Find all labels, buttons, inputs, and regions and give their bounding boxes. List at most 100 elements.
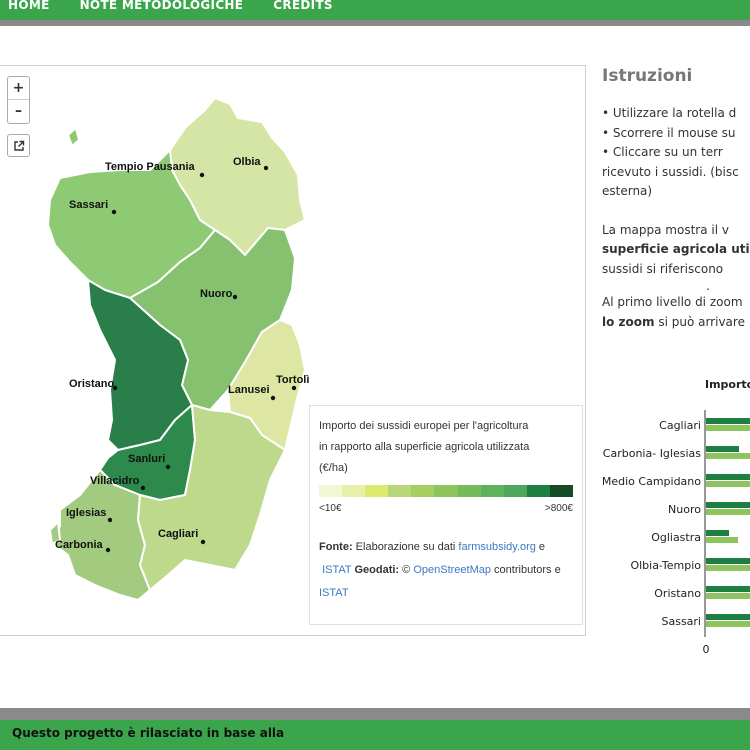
nav-credits[interactable]: CREDITS <box>273 0 333 12</box>
bar-primary[interactable] <box>706 530 729 536</box>
instruction-bullet-3: • Cliccare su un terr <box>602 145 723 159</box>
category-label: Nuoro <box>668 503 701 516</box>
legend-swatch-7 <box>480 485 504 497</box>
island-asinara <box>67 127 80 147</box>
openstreetmap-link[interactable]: OpenStreetMap <box>413 564 491 576</box>
legend-max-label: >800€ <box>544 503 573 514</box>
category-label: Olbia-Tempio <box>630 559 701 572</box>
city-markers: Tempio Pausania Olbia Sassari Nuoro Oris… <box>55 156 309 553</box>
region-cagliari[interactable] <box>137 404 286 591</box>
sardinia-map[interactable]: Tempio Pausania Olbia Sassari Nuoro Oris… <box>0 65 586 636</box>
bar-secondary[interactable] <box>706 593 750 599</box>
legend-swatch-3 <box>388 485 412 497</box>
city-label-villacidro: Villacidro <box>90 475 140 487</box>
contributors-text: contributors e <box>494 564 561 576</box>
instruction-para2-line2: lo zoom si può arrivare <box>602 313 750 333</box>
zoom-bold-text: lo zoom <box>602 314 655 329</box>
bar-primary[interactable] <box>706 474 750 480</box>
bar-secondary[interactable] <box>706 481 750 487</box>
instruction-bullet-1: • Utilizzare la rotella d <box>602 106 737 120</box>
legend-swatch-6 <box>457 485 481 497</box>
istat-link-2[interactable]: ISTAT <box>319 587 349 599</box>
bar-primary[interactable] <box>706 586 750 592</box>
category-label: Sassari <box>661 615 701 628</box>
nav-home[interactable]: HOME <box>8 0 50 12</box>
instruction-bullet-3-end: esterna) <box>602 184 653 198</box>
external-link-button[interactable] <box>7 134 30 157</box>
instruction-para1-line1: La mappa mostra il v <box>602 222 729 237</box>
istat-link[interactable]: ISTAT <box>322 564 352 576</box>
legend-swatch-9 <box>526 485 550 497</box>
bar-secondary[interactable] <box>706 425 750 431</box>
city-dot-cagliari <box>200 539 206 545</box>
city-label-lanusei: Lanusei <box>228 384 270 396</box>
zoom-out-button[interactable]: – <box>15 103 22 119</box>
city-label-oristano: Oristano <box>69 378 115 390</box>
legend-swatch-0 <box>319 485 343 497</box>
instruction-bullet-2: • Scorrere il mouse su <box>602 125 736 140</box>
footer-license-text: Questo progetto è rilasciato in base all… <box>12 726 285 740</box>
map-legend: Importo dei sussidi europei per l'agrico… <box>309 405 583 625</box>
city-label-cagliari: Cagliari <box>158 528 198 540</box>
city-dot-villacidro <box>140 485 146 491</box>
category-label: Carbonia- Iglesias <box>603 447 701 460</box>
legend-title-line1: Importo dei sussidi europei per l'agrico… <box>319 420 529 432</box>
footer-divider <box>0 708 750 720</box>
instruction-para1-line2: superficie agricola uti <box>602 242 750 256</box>
legend-swatch-5 <box>434 485 458 497</box>
instruction-para1-line4: . <box>706 279 710 293</box>
bar-secondary[interactable] <box>706 509 750 515</box>
instructions-text: • Utilizzare la rotella d • Scorrere il … <box>602 104 750 332</box>
city-label-carbonia: Carbonia <box>55 539 104 551</box>
bar-secondary[interactable] <box>706 453 750 459</box>
instruction-para2-line1: Al primo livello di zoom <box>602 295 743 309</box>
bar-secondary[interactable] <box>706 565 750 571</box>
city-label-sassari: Sassari <box>69 199 108 211</box>
bar-groups: Cagliari Carbonia- Iglesias Medio Campidan… <box>602 418 750 628</box>
instruction-bullet-3-cont: ricevuto i sussidi. (bisc <box>602 164 739 179</box>
city-label-iglesias: Iglesias <box>66 507 106 519</box>
top-navbar: HOME NOTE METODOLOGICHE CREDITS <box>0 0 750 26</box>
instructions-title: Istruzioni <box>602 66 693 86</box>
farmsubsidy-link[interactable]: farmsubsidy.org <box>458 541 536 553</box>
fonte-label: Fonte: <box>319 541 353 553</box>
city-label-sanluri: Sanluri <box>128 453 165 465</box>
bar-primary[interactable] <box>706 446 739 452</box>
legend-swatch-4 <box>411 485 435 497</box>
category-label: Medio Campidano <box>602 475 701 488</box>
bar-primary[interactable] <box>706 502 750 508</box>
copyright-sign: © <box>402 564 411 576</box>
x-tick-0: 0 <box>703 643 710 656</box>
city-dot-sanluri <box>165 464 171 470</box>
bar-chart: 0 Cagliari Carbonia- Iglesias Medio Campid… <box>602 410 750 656</box>
footer: Questo progetto è rilasciato in base all… <box>0 708 750 750</box>
city-label-tempio: Tempio Pausania <box>105 161 196 173</box>
bar-secondary[interactable] <box>706 621 750 627</box>
bar-primary[interactable] <box>706 418 750 424</box>
city-dot-iglesias <box>107 517 113 523</box>
legend-swatch-1 <box>342 485 366 497</box>
bar-secondary[interactable] <box>706 537 738 543</box>
city-dot-olbia <box>263 165 269 171</box>
category-label: Oristano <box>654 587 701 600</box>
legend-swatch-2 <box>365 485 389 497</box>
legend-title: Importo dei sussidi europei per l'agrico… <box>319 416 573 479</box>
nav-divider <box>0 20 750 26</box>
instruction-para1-line3: sussidi si riferiscono <box>602 261 724 276</box>
external-link-icon <box>13 140 24 151</box>
city-dot-sassari <box>111 209 117 215</box>
legend-title-line2: in rapporto alla superficie agricola uti… <box>319 441 530 453</box>
zoom-in-button[interactable]: + <box>8 77 29 100</box>
geodati-label: Geodati: <box>354 564 400 576</box>
chart-title: Importo <box>705 378 750 391</box>
legend-scale-labels: <10€ >800€ <box>319 503 573 514</box>
legend-min-label: <10€ <box>319 503 342 514</box>
nav-note-metodologiche[interactable]: NOTE METODOLOGICHE <box>79 0 244 12</box>
city-dot-tempio <box>199 172 205 178</box>
region-ogliastra[interactable] <box>227 319 306 451</box>
bar-primary[interactable] <box>706 614 750 620</box>
city-dot-lanusei <box>270 395 276 401</box>
bar-primary[interactable] <box>706 558 750 564</box>
fonte-text: Elaborazione su dati <box>355 541 456 553</box>
city-dot-nuoro <box>232 294 238 300</box>
